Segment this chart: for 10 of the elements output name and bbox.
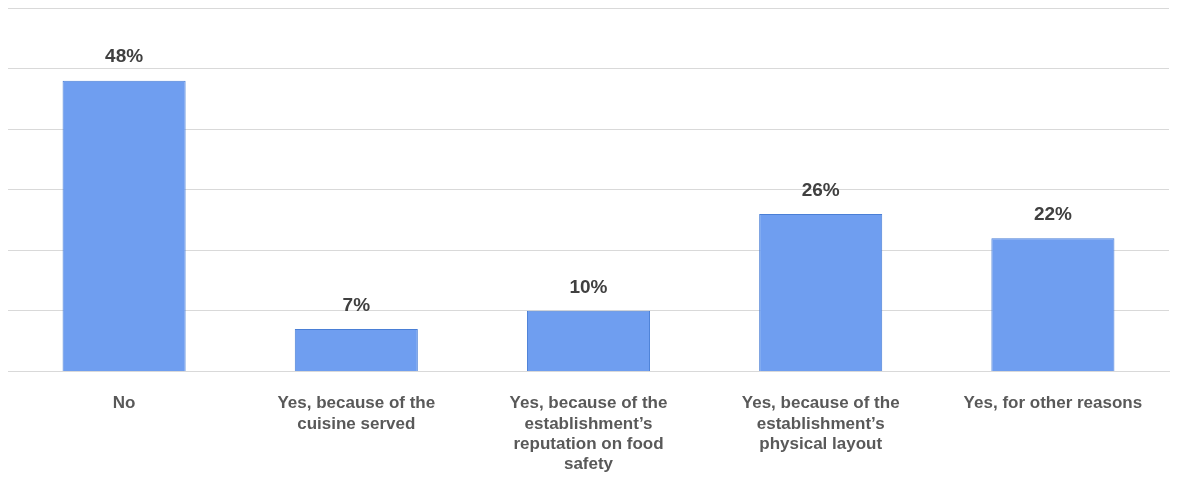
x-tick-label: Yes, because of the establishment’s reputation on food safety bbox=[509, 393, 668, 474]
data-label: 48% bbox=[105, 45, 144, 67]
x-tick-label: Yes, for other reasons bbox=[963, 393, 1143, 413]
data-label: 22% bbox=[1033, 202, 1073, 224]
x-tick-label: No bbox=[112, 393, 136, 413]
data-label: 7% bbox=[342, 293, 371, 315]
data-label: 26% bbox=[801, 178, 840, 200]
data-label: 10% bbox=[569, 275, 608, 297]
x-tick-label: Yes, because of the cuisine served bbox=[277, 393, 436, 433]
x-tick-label: Yes, because of the establishment’s physical layout bbox=[741, 393, 900, 454]
